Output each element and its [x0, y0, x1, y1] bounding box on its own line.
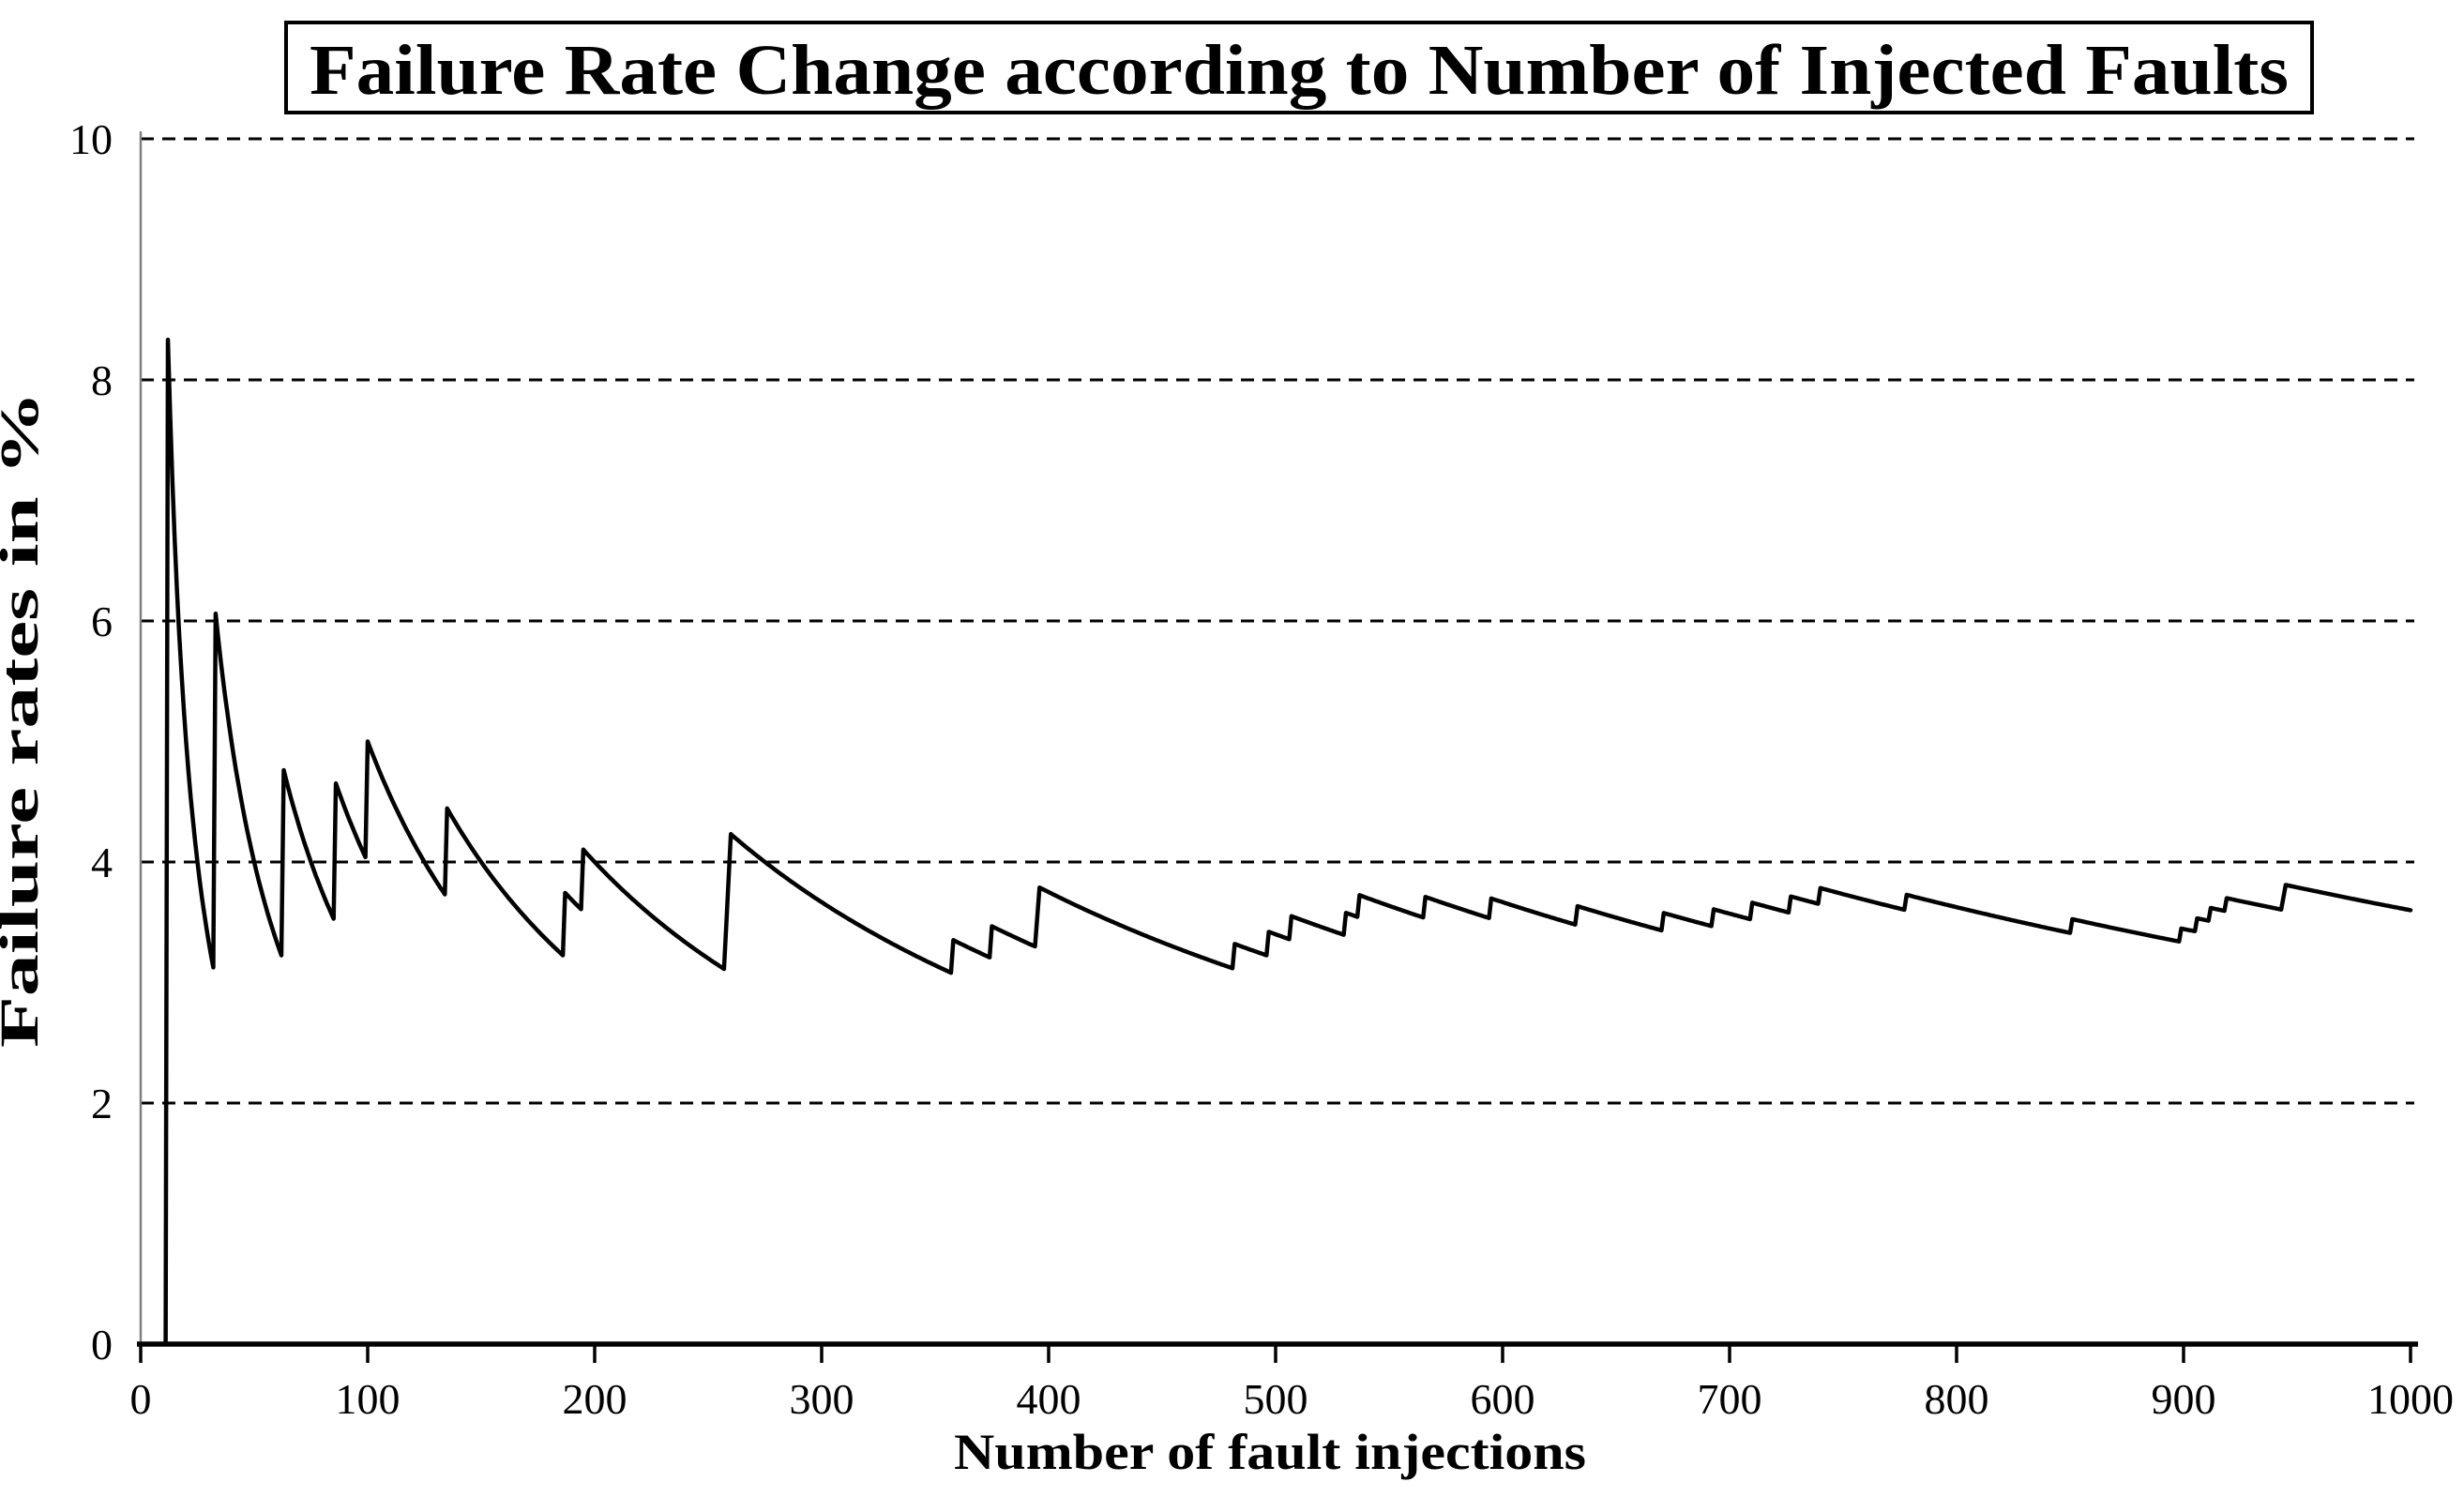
x-tick-label-900: 900	[2152, 1375, 2216, 1423]
x-tick-label-700: 700	[1698, 1375, 1762, 1423]
x-axis-label: Number of fault injections	[954, 1424, 1586, 1480]
y-axis-label: Failure rates in %	[0, 391, 50, 1048]
y-tick-label-2: 2	[91, 1080, 113, 1127]
chart-title: Failure Rate Change according to Number …	[310, 31, 2289, 110]
gridlines	[141, 137, 2414, 1105]
y-tick-label-4: 4	[91, 839, 113, 886]
y-tick-label-8: 8	[91, 356, 113, 404]
y-tick-label-0: 0	[91, 1321, 113, 1368]
y-tick-label-10: 10	[69, 115, 113, 163]
y-tick-labels: 0 2 4 6 8 10	[69, 115, 113, 1368]
failure-rate-line	[141, 337, 2413, 1347]
x-tick-label-800: 800	[1925, 1375, 1989, 1423]
x-tick-label-0: 0	[130, 1375, 152, 1423]
x-tick-label-1000: 1000	[2367, 1375, 2454, 1423]
x-tick-label-200: 200	[563, 1375, 627, 1423]
x-tick-label-300: 300	[790, 1375, 854, 1423]
x-tick-label-600: 600	[1471, 1375, 1535, 1423]
x-tick-label-100: 100	[336, 1375, 401, 1423]
x-tick-label-400: 400	[1017, 1375, 1081, 1423]
title-box	[284, 21, 2314, 114]
x-tick-labels: 0 100 200 300 400 500 600 700 800 900 1000	[130, 1375, 2455, 1423]
x-tick-label-500: 500	[1244, 1375, 1308, 1423]
y-tick-label-6: 6	[91, 597, 113, 645]
x-tick-marks	[139, 1344, 2412, 1363]
